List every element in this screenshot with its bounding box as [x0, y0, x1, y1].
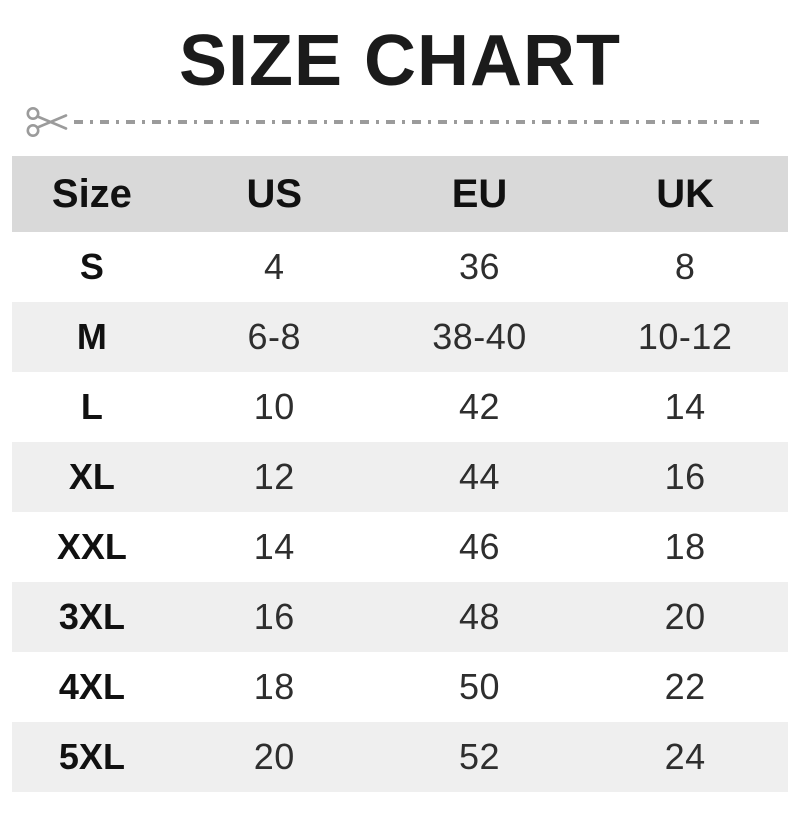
- table-row: S 4 36 8: [12, 232, 788, 302]
- table-row: XL 12 44 16: [12, 442, 788, 512]
- size-table: Size US EU UK S 4 36 8 M 6-8 38-40 10-12 L 10 42 14 XL 1…: [12, 156, 788, 792]
- size-label-cell: XXL: [56, 526, 127, 567]
- size-label-cell: XL: [68, 456, 115, 497]
- size-label-cell: 3XL: [58, 596, 125, 637]
- size-value-cell: 4: [264, 246, 285, 287]
- table-row: L 10 42 14: [12, 372, 788, 442]
- size-label-cell: L: [80, 386, 103, 427]
- size-label-cell: 5XL: [58, 736, 125, 777]
- size-value-cell: 36: [458, 246, 501, 287]
- size-value-cell: 20: [664, 596, 706, 637]
- size-value-cell: 12: [253, 456, 295, 497]
- size-value-cell: 18: [664, 526, 706, 567]
- size-value-cell: 6-8: [247, 316, 302, 357]
- table-header-row: Size US EU UK: [12, 156, 788, 232]
- size-value-cell: 46: [458, 526, 501, 567]
- size-value-cell: 10: [253, 386, 295, 427]
- table-row: 5XL 20 52 24: [12, 722, 788, 792]
- size-value-cell: 14: [253, 526, 295, 567]
- size-value-cell: 16: [253, 596, 295, 637]
- page-title: SIZE CHART: [179, 21, 621, 101]
- size-value-cell: 20: [253, 736, 295, 777]
- size-label-cell: M: [76, 316, 107, 357]
- scissors-icon: [26, 107, 68, 137]
- table-row: 3XL 16 48 20: [12, 582, 788, 652]
- size-value-cell: 16: [664, 456, 706, 497]
- dashed-cut-rule: [74, 120, 766, 124]
- table-row: M 6-8 38-40 10-12: [12, 302, 788, 372]
- size-value-cell: 50: [458, 666, 501, 707]
- size-chart-page: SIZE CHART Size US EU UK S 4 36 8 M 6-8 38-40 10-1…: [0, 24, 800, 824]
- size-value-cell: 42: [458, 386, 501, 427]
- size-value-cell: 52: [458, 736, 501, 777]
- cut-line: [26, 102, 766, 142]
- header-cell-uk: UK: [656, 171, 715, 216]
- table-rows: S 4 36 8 M 6-8 38-40 10-12 L 10 42 14 XL 12 44 16 XXL 14 4…: [12, 232, 788, 792]
- size-value-cell: 8: [674, 246, 696, 287]
- size-value-cell: 18: [253, 666, 295, 707]
- header-cell-size: Size: [51, 171, 132, 216]
- size-value-cell: 10-12: [637, 316, 733, 357]
- header-cell-eu: EU: [451, 171, 508, 216]
- size-value-cell: 48: [458, 596, 501, 637]
- size-label-cell: 4XL: [58, 666, 125, 707]
- size-value-cell: 24: [664, 736, 706, 777]
- size-label-cell: S: [79, 246, 104, 287]
- header-cell-us: US: [246, 171, 303, 216]
- table-row: XXL 14 46 18: [12, 512, 788, 582]
- size-value-cell: 14: [664, 386, 706, 427]
- size-value-cell: 44: [458, 456, 501, 497]
- table-row: 4XL 18 50 22: [12, 652, 788, 722]
- size-value-cell: 22: [664, 666, 706, 707]
- size-value-cell: 38-40: [432, 316, 527, 357]
